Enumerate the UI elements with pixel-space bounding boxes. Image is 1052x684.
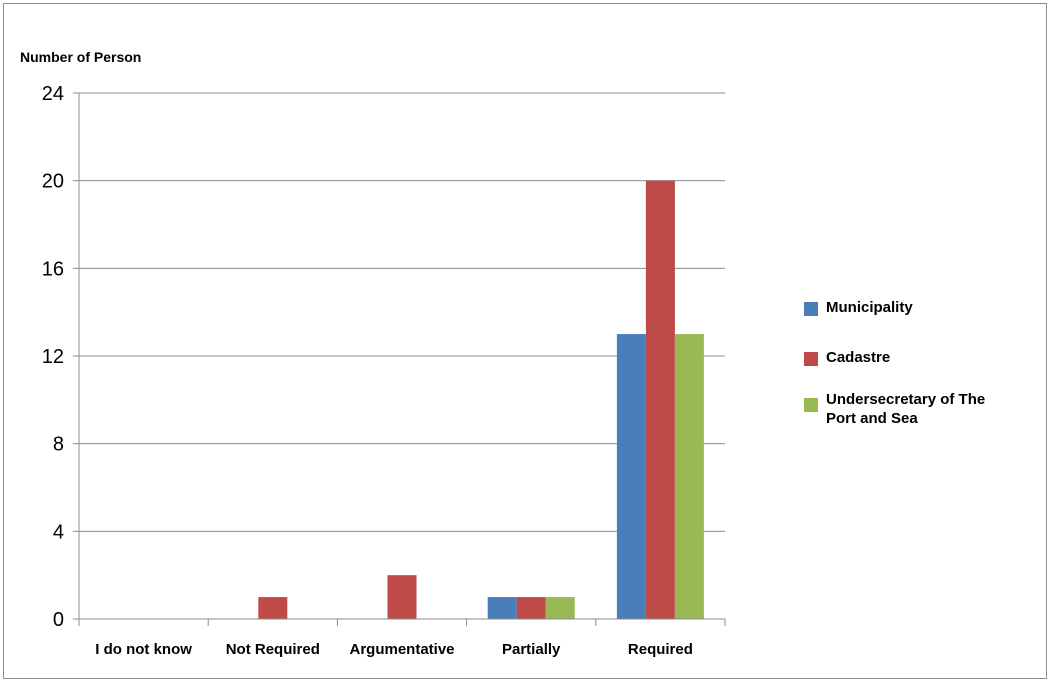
x-tick-label: Partially (502, 641, 561, 658)
legend-swatch (804, 352, 818, 366)
bar-cadastre-1 (258, 597, 288, 619)
x-tick-label: Argumentative (349, 641, 454, 658)
y-tick-labels: 0 4 8 12 16 20 24 (42, 83, 64, 631)
x-tick-label: Required (628, 641, 693, 658)
bars (258, 180, 704, 619)
x-tick-labels: I do not know Not Required Argumentative Pa… (95, 641, 693, 658)
bar-cadastre-3 (516, 597, 546, 619)
bar-undersecretary-of-the-port-and-sea-3 (545, 597, 575, 619)
y-tick-label: 20 (42, 171, 64, 193)
y-tick-label: 0 (53, 609, 64, 631)
legend-label: Cadastre (826, 349, 890, 366)
legend: Municipality Cadastre Undersecretary of Th… (804, 299, 985, 427)
x-tick-label: Not Required (226, 641, 320, 658)
y-tick-label: 8 (53, 434, 64, 456)
y-axis-label: Number of Person (20, 49, 141, 65)
legend-label: Undersecretary of The (826, 391, 985, 408)
y-tick-label: 4 (53, 521, 64, 543)
bar-cadastre-2 (387, 575, 417, 619)
legend-swatch (804, 398, 818, 412)
legend-swatch (804, 302, 818, 316)
bar-municipality-4 (616, 334, 646, 619)
y-tick-label: 16 (42, 258, 64, 280)
y-tick-label: 12 (42, 346, 64, 368)
axes (78, 93, 726, 626)
y-tick-label: 24 (42, 83, 64, 105)
bar-municipality-3 (487, 597, 517, 619)
bar-undersecretary-of-the-port-and-sea-4 (674, 334, 704, 619)
chart-frame (3, 3, 1047, 679)
bar-cadastre-4 (645, 180, 675, 619)
legend-label: Port and Sea (826, 410, 918, 427)
legend-label: Municipality (826, 299, 913, 316)
x-tick-label: I do not know (95, 641, 192, 658)
